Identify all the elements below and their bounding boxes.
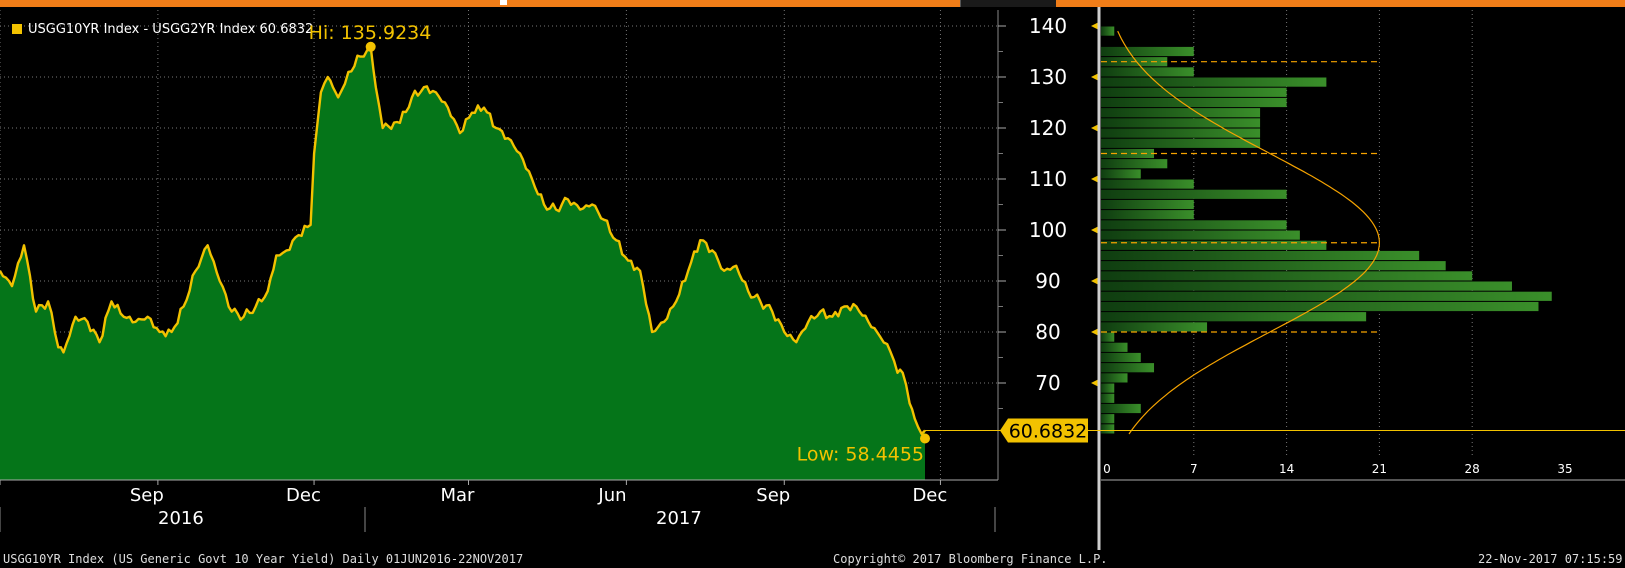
histogram-bar	[1101, 271, 1473, 281]
y-tick-arrow	[1091, 277, 1098, 285]
y-tick-label: 90	[1035, 269, 1060, 293]
histogram-bar	[1101, 159, 1168, 169]
series-line	[0, 45, 926, 436]
histogram-bar	[1101, 342, 1128, 352]
histogram-bar	[1101, 281, 1512, 291]
histogram-bar	[1101, 220, 1287, 230]
y-tick-arrow	[1091, 22, 1098, 30]
y-tick-label: 140	[1029, 14, 1067, 38]
histogram-bar	[1101, 383, 1115, 393]
histogram-bar	[1101, 138, 1261, 148]
x-tick-label: Dec	[912, 485, 947, 506]
y-tick-arrow	[1091, 175, 1098, 183]
footer-timestamp: 22-Nov-2017 07:15:59	[1478, 552, 1623, 566]
distribution-curve	[1117, 30, 1381, 435]
histogram-bar	[1101, 332, 1115, 342]
histogram-reference-lines	[1101, 61, 1380, 333]
histogram-bar	[1101, 128, 1261, 138]
histogram-bar	[1101, 322, 1208, 332]
histogram-bar	[1101, 108, 1261, 118]
y-tick-arrow	[1091, 226, 1098, 234]
histogram-bar	[1101, 118, 1261, 128]
histogram-bar	[1101, 179, 1194, 189]
x-tick-label: Mar	[441, 485, 476, 506]
histogram-bar	[1101, 250, 1420, 261]
histogram	[1101, 10, 1625, 455]
histogram-bar	[1101, 26, 1115, 36]
x-tick-label: Dec	[286, 485, 321, 506]
histogram-bar	[1101, 291, 1552, 301]
histogram-tick-label: 35	[1557, 462, 1572, 476]
top-bar-tab[interactable]	[500, 0, 507, 5]
histogram-bar	[1101, 230, 1300, 240]
x-tick-label: Sep	[130, 485, 164, 506]
histogram-bar	[1101, 424, 1115, 434]
y-tick-label: 80	[1035, 320, 1060, 344]
histogram-bar	[1101, 148, 1155, 159]
histogram-tick-label: 28	[1465, 462, 1480, 476]
histogram-bar	[1101, 169, 1141, 179]
footer-security-info: USGG10YR Index (US Generic Govt 10 Year …	[3, 552, 524, 566]
y-tick-label: 100	[1029, 218, 1067, 242]
histogram-bar	[1101, 67, 1194, 77]
y-axis: 70 80 90 100 110 120 130 140	[997, 10, 1098, 480]
legend-label: USGG10YR Index - USGG2YR Index 60.6832	[28, 22, 313, 37]
last-value-badge: 60.6832	[1000, 418, 1088, 443]
last-value-badge-text: 60.6832	[1009, 421, 1088, 443]
histogram-bar	[1101, 363, 1155, 373]
hi-annotation: Hi: 135.9234	[309, 22, 432, 44]
x-tick-label: Jun	[597, 485, 626, 506]
histogram-bar	[1101, 373, 1128, 383]
histogram-tick-label: 0	[1103, 462, 1111, 476]
y-tick-arrow	[1091, 124, 1098, 132]
x-year-label: 2017	[656, 508, 702, 529]
low-annotation: Low: 58.4455	[797, 444, 924, 466]
histogram-bar	[1101, 189, 1287, 199]
histogram-bar	[1101, 403, 1141, 414]
top-bar	[0, 0, 1625, 7]
histogram-bar	[1101, 87, 1287, 97]
x-axis: JunSepDecMarJunSepDec20162017	[0, 479, 998, 532]
histogram-tick-label: 7	[1190, 462, 1198, 476]
histogram-bar	[1101, 301, 1539, 312]
histogram-bar	[1101, 97, 1287, 108]
footer-copyright: Copyright© 2017 Bloomberg Finance L.P.	[833, 552, 1108, 566]
last-value-marker	[920, 433, 930, 444]
y-tick-label: 130	[1029, 65, 1067, 89]
histogram-bar	[1101, 312, 1367, 322]
y-tick-arrow	[1091, 73, 1098, 81]
y-tick-arrow	[1091, 379, 1098, 387]
legend: USGG10YR Index - USGG2YR Index 60.6832	[12, 22, 313, 37]
y-tick-label: 120	[1029, 116, 1067, 140]
y-tick-arrow	[1091, 328, 1098, 336]
legend-swatch	[12, 24, 22, 34]
histogram-bar	[1101, 393, 1115, 403]
histogram-bar	[1101, 199, 1194, 210]
x-tick-label: Sep	[756, 485, 790, 506]
histogram-bar	[1101, 261, 1446, 271]
chart-canvas: JunSepDecMarJunSepDec20162017 7080901001…	[0, 7, 1625, 550]
series-area-fill	[0, 46, 925, 481]
histogram-bar	[1101, 210, 1194, 220]
histogram-bar	[1101, 240, 1327, 250]
histogram-bar	[1101, 77, 1327, 87]
x-year-label: 2016	[158, 508, 204, 529]
histogram-tick-label: 21	[1372, 462, 1387, 476]
histogram-x-axis: 0 7 14 21 28 35	[1101, 462, 1625, 481]
footer: USGG10YR Index (US Generic Govt 10 Year …	[0, 550, 1625, 568]
y-tick-label: 110	[1029, 167, 1067, 191]
hi-marker	[365, 41, 376, 52]
top-bar-box	[960, 0, 1056, 7]
histogram-bar	[1101, 46, 1194, 57]
histogram-bar	[1101, 414, 1115, 424]
histogram-bar	[1101, 352, 1141, 363]
histogram-tick-label: 14	[1279, 462, 1294, 476]
y-tick-label: 70	[1035, 371, 1060, 395]
last-value-badge-shape	[1000, 418, 1088, 443]
